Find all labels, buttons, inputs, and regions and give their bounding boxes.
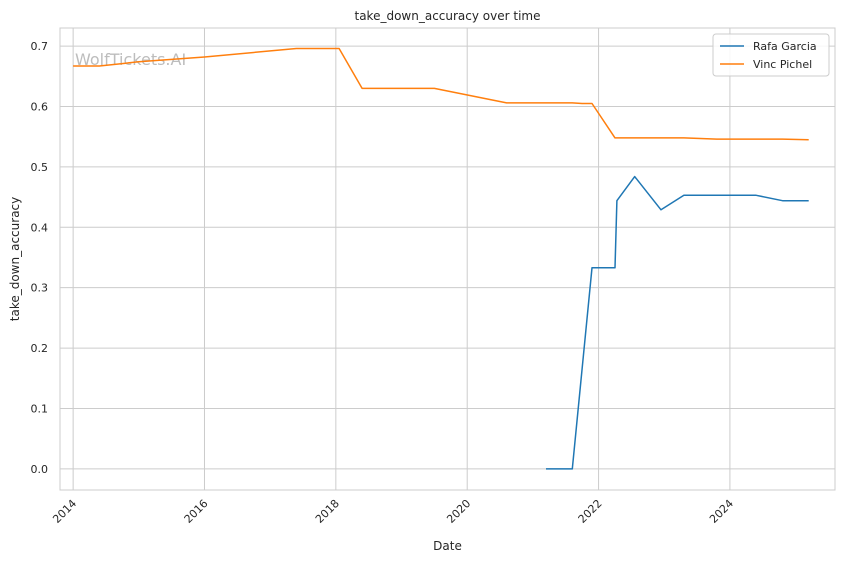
x-axis-title: Date (433, 539, 462, 553)
chart-title: take_down_accuracy over time (355, 9, 541, 23)
y-tick-label: 0.6 (31, 101, 49, 114)
legend-label: Vinc Pichel (753, 58, 812, 71)
y-tick-label: 0.2 (31, 342, 49, 355)
legend-label: Rafa Garcia (753, 40, 817, 53)
watermark-text: WolfTickets.AI (75, 50, 186, 69)
y-tick-label: 0.0 (31, 463, 49, 476)
y-tick-label: 0.4 (31, 221, 49, 234)
grid-layer (60, 28, 835, 490)
y-tick-label: 0.1 (31, 402, 49, 415)
series-line-2 (73, 47, 809, 141)
y-tick-label: 0.7 (31, 40, 49, 53)
series-layer (73, 47, 809, 470)
legend: Rafa Garcia Vinc Pichel (712, 33, 830, 77)
series-line-1 (546, 175, 809, 470)
plot-frame (59, 27, 836, 491)
y-axis-title: take_down_accuracy (8, 197, 22, 321)
y-tick-label: 0.5 (31, 161, 49, 174)
y-tick-label: 0.3 (31, 282, 49, 295)
legend-box (712, 33, 830, 77)
